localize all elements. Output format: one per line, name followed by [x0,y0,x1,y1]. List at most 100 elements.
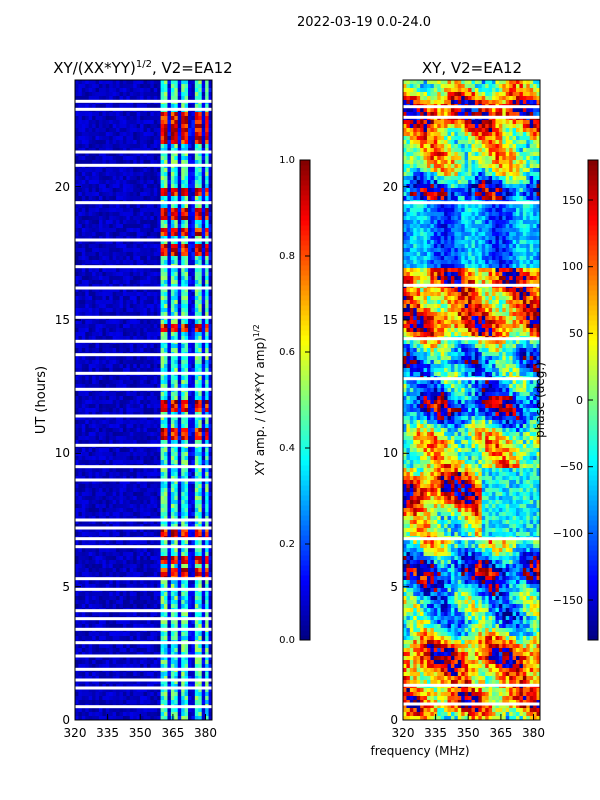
amplitude-cell [92,476,96,481]
amplitude-cell [191,112,196,117]
amplitude-cell [92,448,96,453]
amplitude-cell [143,204,148,209]
amplitude-cell [205,484,209,489]
amplitude-cell [194,472,199,477]
amplitude-cell [105,412,110,417]
amplitude-cell [194,508,199,513]
amplitude-cell [205,284,209,289]
amplitude-cell [143,284,148,289]
amplitude-cell [112,252,117,257]
amplitude-cell [140,308,144,313]
amplitude-cell [184,480,189,485]
amplitude-cell [194,380,199,385]
amplitude-cell [75,88,79,93]
amplitude-cell [170,368,175,373]
amplitude-cell [140,280,144,285]
amplitude-cell [194,548,199,553]
amplitude-cell [208,240,212,245]
amplitude-cell [160,168,165,173]
amplitude-cell [129,400,134,405]
amplitude-cell [143,320,148,325]
amplitude-cell [184,528,189,533]
amplitude-cell [119,196,124,201]
amplitude-cell [153,440,158,445]
amplitude-cell [160,408,165,413]
amplitude-cell [198,512,203,517]
amplitude-cell [181,520,185,525]
amplitude-cell [170,312,175,317]
amplitude-cell [170,320,175,325]
amplitude-cell [146,384,151,389]
amplitude-cell [177,512,182,517]
amplitude-cell [129,472,134,477]
amplitude-cell [208,560,212,565]
amplitude-cell [140,468,144,473]
amplitude-cell [146,152,151,157]
amplitude-cell [133,256,138,261]
amplitude-cell [184,88,189,93]
amplitude-cell [167,172,172,177]
amplitude-cell [164,104,168,109]
amplitude-cell [184,496,189,501]
amplitude-cell [143,156,148,161]
amplitude-cell [140,296,144,301]
amplitude-cell [160,492,165,497]
amplitude-cell [133,120,138,125]
amplitude-cell [164,560,168,565]
amplitude-cell [150,564,155,569]
amplitude-cell [129,384,134,389]
amplitude-cell [81,196,86,201]
amplitude-cell [105,172,110,177]
amplitude-cell [143,488,148,493]
amplitude-cell [164,296,168,301]
amplitude-cell [112,448,117,453]
amplitude-cell [75,228,79,233]
amplitude-cell [129,236,134,241]
amplitude-cell [160,312,165,317]
amplitude-cell [174,492,179,497]
amplitude-cell [98,376,103,381]
amplitude-cell [81,364,86,369]
amplitude-cell [122,208,127,213]
amplitude-cell [119,272,124,277]
amplitude-cell [167,276,172,281]
amplitude-cell [119,564,124,569]
amplitude-panel-title: XY/(XX*YY)1/2, V2=EA12 [53,59,232,77]
amplitude-cell [116,424,120,429]
amplitude-cell [126,496,131,501]
amplitude-cell [177,344,182,349]
amplitude-cell [194,308,199,313]
amplitude-cell [88,252,93,257]
amplitude-cell [167,500,172,505]
amplitude-cell [105,272,110,277]
amplitude-cell [146,520,151,525]
amplitude-cell [119,148,124,153]
amplitude-cell [174,332,179,337]
amplitude-cell [95,504,100,509]
amplitude-cell [194,564,199,569]
amplitude-cell [188,364,192,369]
amplitude-cell [95,116,100,121]
amplitude-cell [85,504,90,509]
amplitude-cell [98,508,103,513]
amplitude-cell [143,460,148,465]
amplitude-cell [102,480,107,485]
amplitude-cell [205,140,209,145]
amplitude-cell [150,336,155,341]
amplitude-cell [208,428,212,433]
amplitude-cell [146,168,151,173]
amplitude-cell [143,172,148,177]
amplitude-cell [194,500,199,505]
amplitude-cell [157,360,162,365]
amplitude-cell [205,540,209,545]
amplitude-cell [112,564,117,569]
amplitude-cell [140,540,144,545]
amplitude-cell [119,400,124,405]
amplitude-cell [170,128,175,133]
amplitude-cell [143,120,148,125]
amplitude-cell [119,384,124,389]
amplitude-cell [191,300,196,305]
amplitude-cell [95,416,100,421]
amplitude-cell [75,144,79,149]
amplitude-cell [177,256,182,261]
